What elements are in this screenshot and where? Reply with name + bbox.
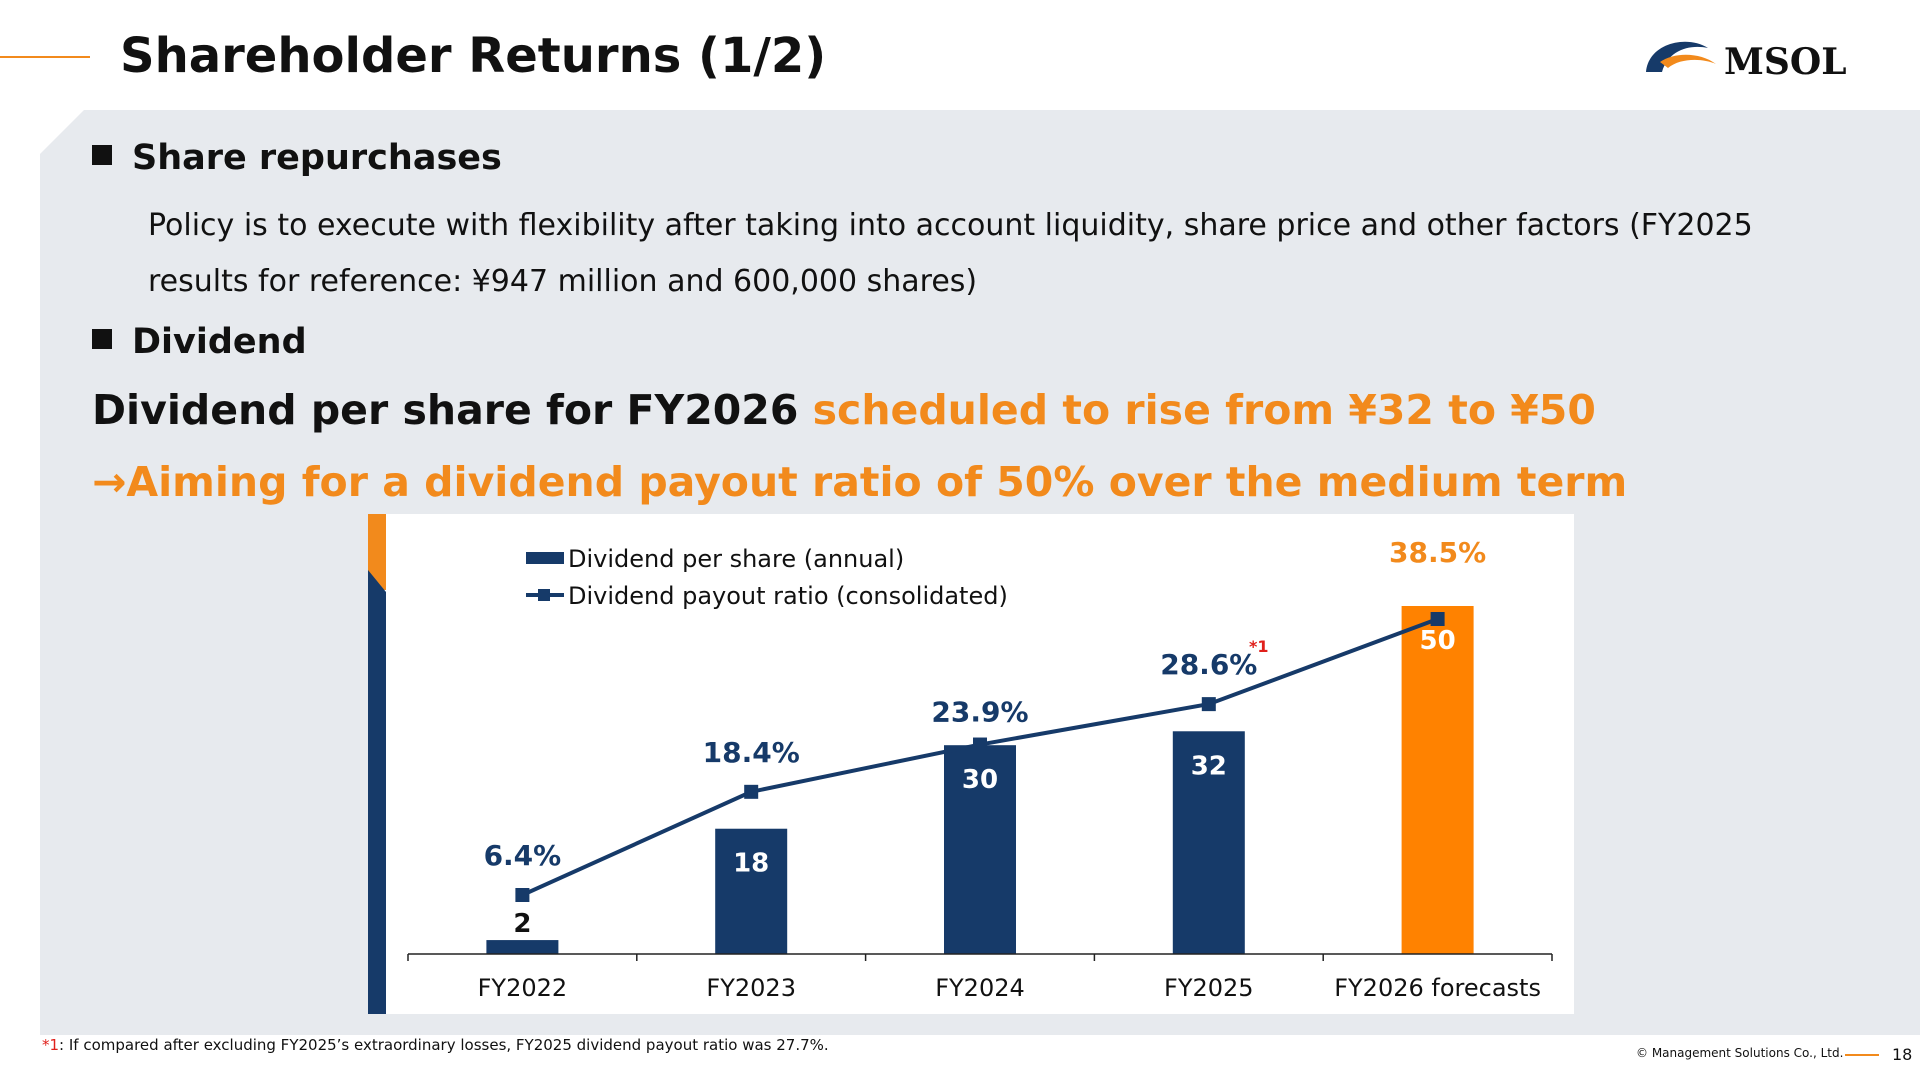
x-tick-label: FY2026 forecasts: [1334, 974, 1541, 1002]
bar-value-label: 30: [962, 765, 998, 795]
msol-logo: MSOL: [1646, 41, 1847, 83]
repurchase-policy-text: Policy is to execute with flexibility af…: [148, 208, 1753, 299]
bar-fy2024: [944, 745, 1016, 954]
footnote-text: : If compared after excluding FY2025’s e…: [59, 1036, 829, 1054]
dividend-chart: FY2022 FY2023 FY2024 FY2025 FY2026 forecasts…: [407, 536, 1553, 1002]
payout-ratio-point: [973, 737, 987, 752]
x-tick-label: FY2022: [478, 974, 568, 1002]
annotation-mark: *1: [1249, 637, 1269, 656]
page-title: Shareholder Returns (1/2): [120, 28, 827, 84]
footnote: *1: If compared after excluding FY2025’s…: [42, 1036, 829, 1054]
bar-fy2022: [486, 940, 559, 954]
share-repurchases-heading: Share repurchases: [132, 138, 502, 178]
section-share-repurchases: Share repurchases: [92, 138, 502, 178]
page-number: 18: [1892, 1045, 1913, 1064]
payout-ratio-point: [744, 784, 759, 799]
payout-ratio-point: [1201, 697, 1216, 712]
legend-line-marker: [538, 589, 550, 601]
bar-value-label: 18: [733, 849, 769, 879]
payout-ratio-point: [515, 888, 530, 902]
payout-ratio-label: 38.5%: [1389, 536, 1486, 569]
bar-fy2023: [715, 828, 788, 954]
dividend-headline: Dividend per share for FY2026 scheduled …: [92, 386, 1596, 434]
footer-accent-line: [1845, 1054, 1879, 1056]
x-tick-label: FY2024: [935, 974, 1025, 1002]
title-accent-line: [0, 56, 90, 58]
section-dividend: Dividend: [92, 322, 307, 362]
logo-swoosh-icon: [1646, 41, 1708, 72]
bar-value-label: 32: [1191, 751, 1227, 781]
footnote-mark: *1: [42, 1036, 60, 1054]
payout-ratio-label: 23.9%: [931, 696, 1028, 729]
bar-value-label: 2: [513, 909, 531, 939]
legend-bar-label: Dividend per share (annual): [568, 545, 904, 573]
payout-aim-text: →Aiming for a dividend payout ratio of 5…: [92, 458, 1628, 506]
dividend-heading: Dividend: [132, 322, 307, 362]
legend-bar-swatch: [526, 552, 564, 564]
payout-ratio-label: 6.4%: [484, 839, 562, 872]
bullet-square-icon: [92, 145, 112, 165]
chart-side-strip: [368, 570, 386, 1014]
headline-orange-text: scheduled to rise from ¥32 to ¥50: [812, 386, 1596, 434]
bar-value-label: 50: [1420, 626, 1456, 656]
headline-black-text: Dividend per share for FY2026: [92, 386, 813, 434]
x-tick-label: FY2025: [1164, 974, 1254, 1002]
payout-ratio-label: 28.6%: [1160, 648, 1257, 681]
bullet-square-icon: [92, 329, 112, 349]
payout-ratio-point: [1430, 612, 1445, 626]
payout-ratio-label: 18.4%: [703, 736, 800, 769]
copyright: © Management Solutions Co., Ltd.: [1636, 1046, 1844, 1060]
legend-line-label: Dividend payout ratio (consolidated): [568, 582, 1008, 610]
logo-text: MSOL: [1724, 41, 1847, 83]
bar-fy2026-forecasts: [1401, 606, 1474, 954]
bar-fy2025: [1172, 731, 1245, 954]
chart-accent-strip: [368, 514, 386, 590]
x-tick-label: FY2023: [706, 974, 796, 1002]
